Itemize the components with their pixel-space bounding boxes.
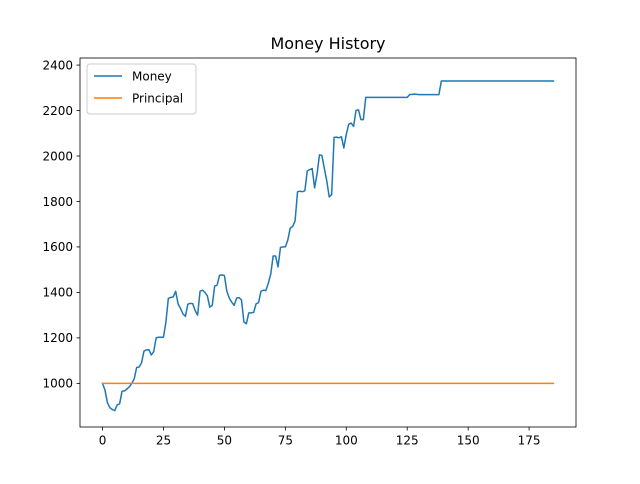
x-tick-label: 150 xyxy=(457,434,480,448)
x-tick-label: 0 xyxy=(99,434,107,448)
y-tick-label: 1200 xyxy=(42,331,73,345)
series-group xyxy=(101,80,555,412)
y-tick-label: 1800 xyxy=(42,195,73,209)
series-line-money xyxy=(101,80,555,412)
y-tick-label: 2200 xyxy=(42,104,73,118)
y-tick-label: 1400 xyxy=(42,286,73,300)
legend-label-money: Money xyxy=(132,69,172,83)
y-tick-label: 2000 xyxy=(42,149,73,163)
y-tick-label: 1000 xyxy=(42,377,73,391)
x-tick-label: 100 xyxy=(335,434,358,448)
x-tick-label: 175 xyxy=(518,434,541,448)
x-tick-label: 25 xyxy=(156,434,171,448)
legend: Money Principal xyxy=(86,63,197,115)
y-tick-label: 1600 xyxy=(42,240,73,254)
legend-label-principal: Principal xyxy=(132,91,183,105)
axes-frame xyxy=(79,57,577,428)
x-tick-label: 50 xyxy=(217,434,232,448)
y-tick-label: 2400 xyxy=(42,58,73,72)
x-tick-label: 75 xyxy=(278,434,293,448)
plot-area: 0 25 50 75 100 125 150 175 1000 1200 1400 1600 1800 2… xyxy=(42,57,577,448)
chart-title: Money History xyxy=(270,34,385,53)
x-tick-label: 125 xyxy=(396,434,419,448)
